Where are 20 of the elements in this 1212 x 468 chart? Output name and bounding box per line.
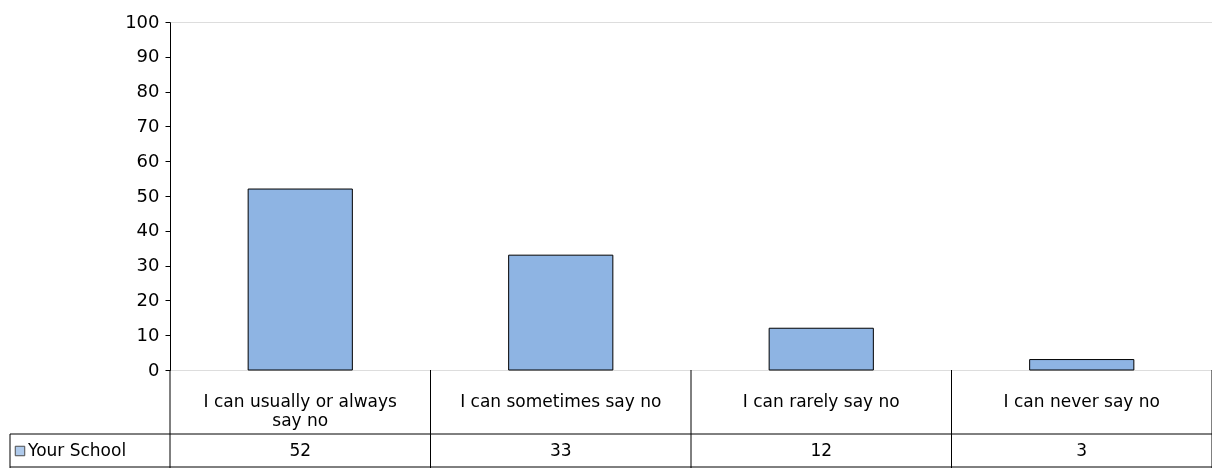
x-tick-label: I can rarely say no xyxy=(742,391,900,411)
y-tick-label: 80 xyxy=(136,80,160,102)
y-tick-label: 70 xyxy=(136,114,160,136)
y-tick-label: 0 xyxy=(148,358,160,380)
y-tick-label: 40 xyxy=(136,219,160,241)
y-tick-label: 20 xyxy=(136,288,160,310)
data-label: 12 xyxy=(810,440,833,460)
y-tick-label: 30 xyxy=(136,254,160,276)
x-tick-label: I can never say no xyxy=(1003,391,1160,411)
y-tick-label: 90 xyxy=(136,45,160,67)
data-label: 52 xyxy=(289,440,312,460)
data-label: 33 xyxy=(549,440,572,460)
y-tick-label: 100 xyxy=(125,10,160,32)
x-tick-label: I can usually or always say no xyxy=(203,391,398,430)
data-label: 3 xyxy=(1076,440,1088,460)
y-tick-label: 60 xyxy=(136,149,160,171)
legend-label: Your School xyxy=(27,440,127,460)
y-tick-label: 10 xyxy=(136,323,160,345)
y-tick-label: 50 xyxy=(136,184,160,206)
x-tick-label: I can sometimes say no xyxy=(460,391,662,411)
